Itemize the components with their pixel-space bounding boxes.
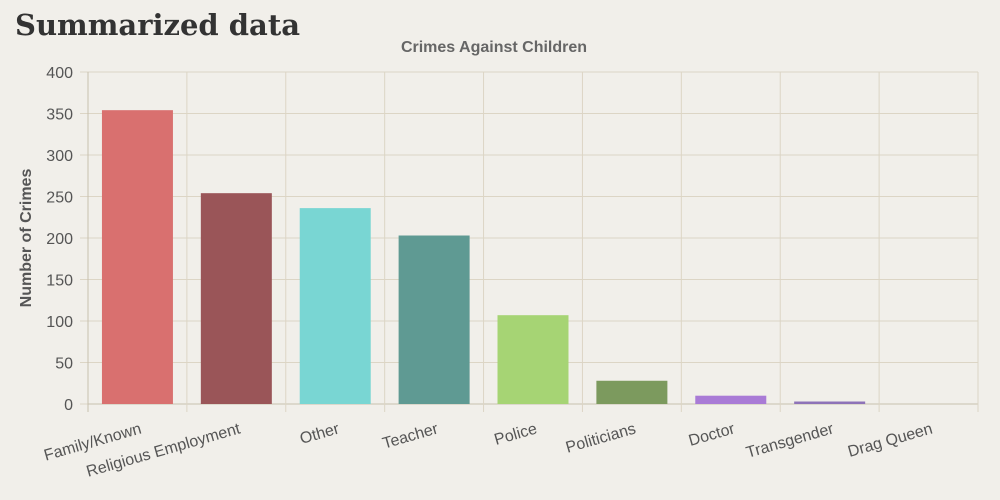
y-tick-labels: 0 50 100 150 200 250 300 350 400 <box>46 65 73 414</box>
chart-title: Crimes Against Children <box>401 39 587 56</box>
x-tick-label: Police <box>492 420 539 448</box>
y-tick-label: 0 <box>64 397 73 414</box>
bar-politicians[interactable] <box>596 380 668 404</box>
x-tick-label: Drag Queen <box>846 421 934 461</box>
x-tick-label: Teacher <box>381 420 441 452</box>
y-tick-label: 400 <box>46 65 73 82</box>
bar-transgender[interactable] <box>794 401 866 404</box>
bar-teacher[interactable] <box>398 235 470 404</box>
y-tick-label: 100 <box>46 314 73 331</box>
x-tick-label: Transgender <box>744 420 836 461</box>
bar-other[interactable] <box>299 208 371 404</box>
y-tick-label: 350 <box>46 107 73 124</box>
y-tick-label: 250 <box>46 190 73 207</box>
y-tick-label: 150 <box>46 273 73 290</box>
bar-religious-employment[interactable] <box>200 193 272 404</box>
y-tick-label: 50 <box>55 356 73 373</box>
y-tick-label: 300 <box>46 148 73 165</box>
bar-doctor[interactable] <box>695 395 767 404</box>
x-tick-label: Other <box>298 420 342 448</box>
x-tick-label: Doctor <box>687 420 738 450</box>
page-title: Summarized data <box>15 8 301 42</box>
y-axis-label: Number of Crimes <box>18 169 35 308</box>
y-tick-label: 200 <box>46 231 73 248</box>
x-tick-label: Politicians <box>564 421 638 457</box>
bar-family-known[interactable] <box>101 110 173 405</box>
bars <box>101 110 866 405</box>
bar-police[interactable] <box>497 315 569 404</box>
